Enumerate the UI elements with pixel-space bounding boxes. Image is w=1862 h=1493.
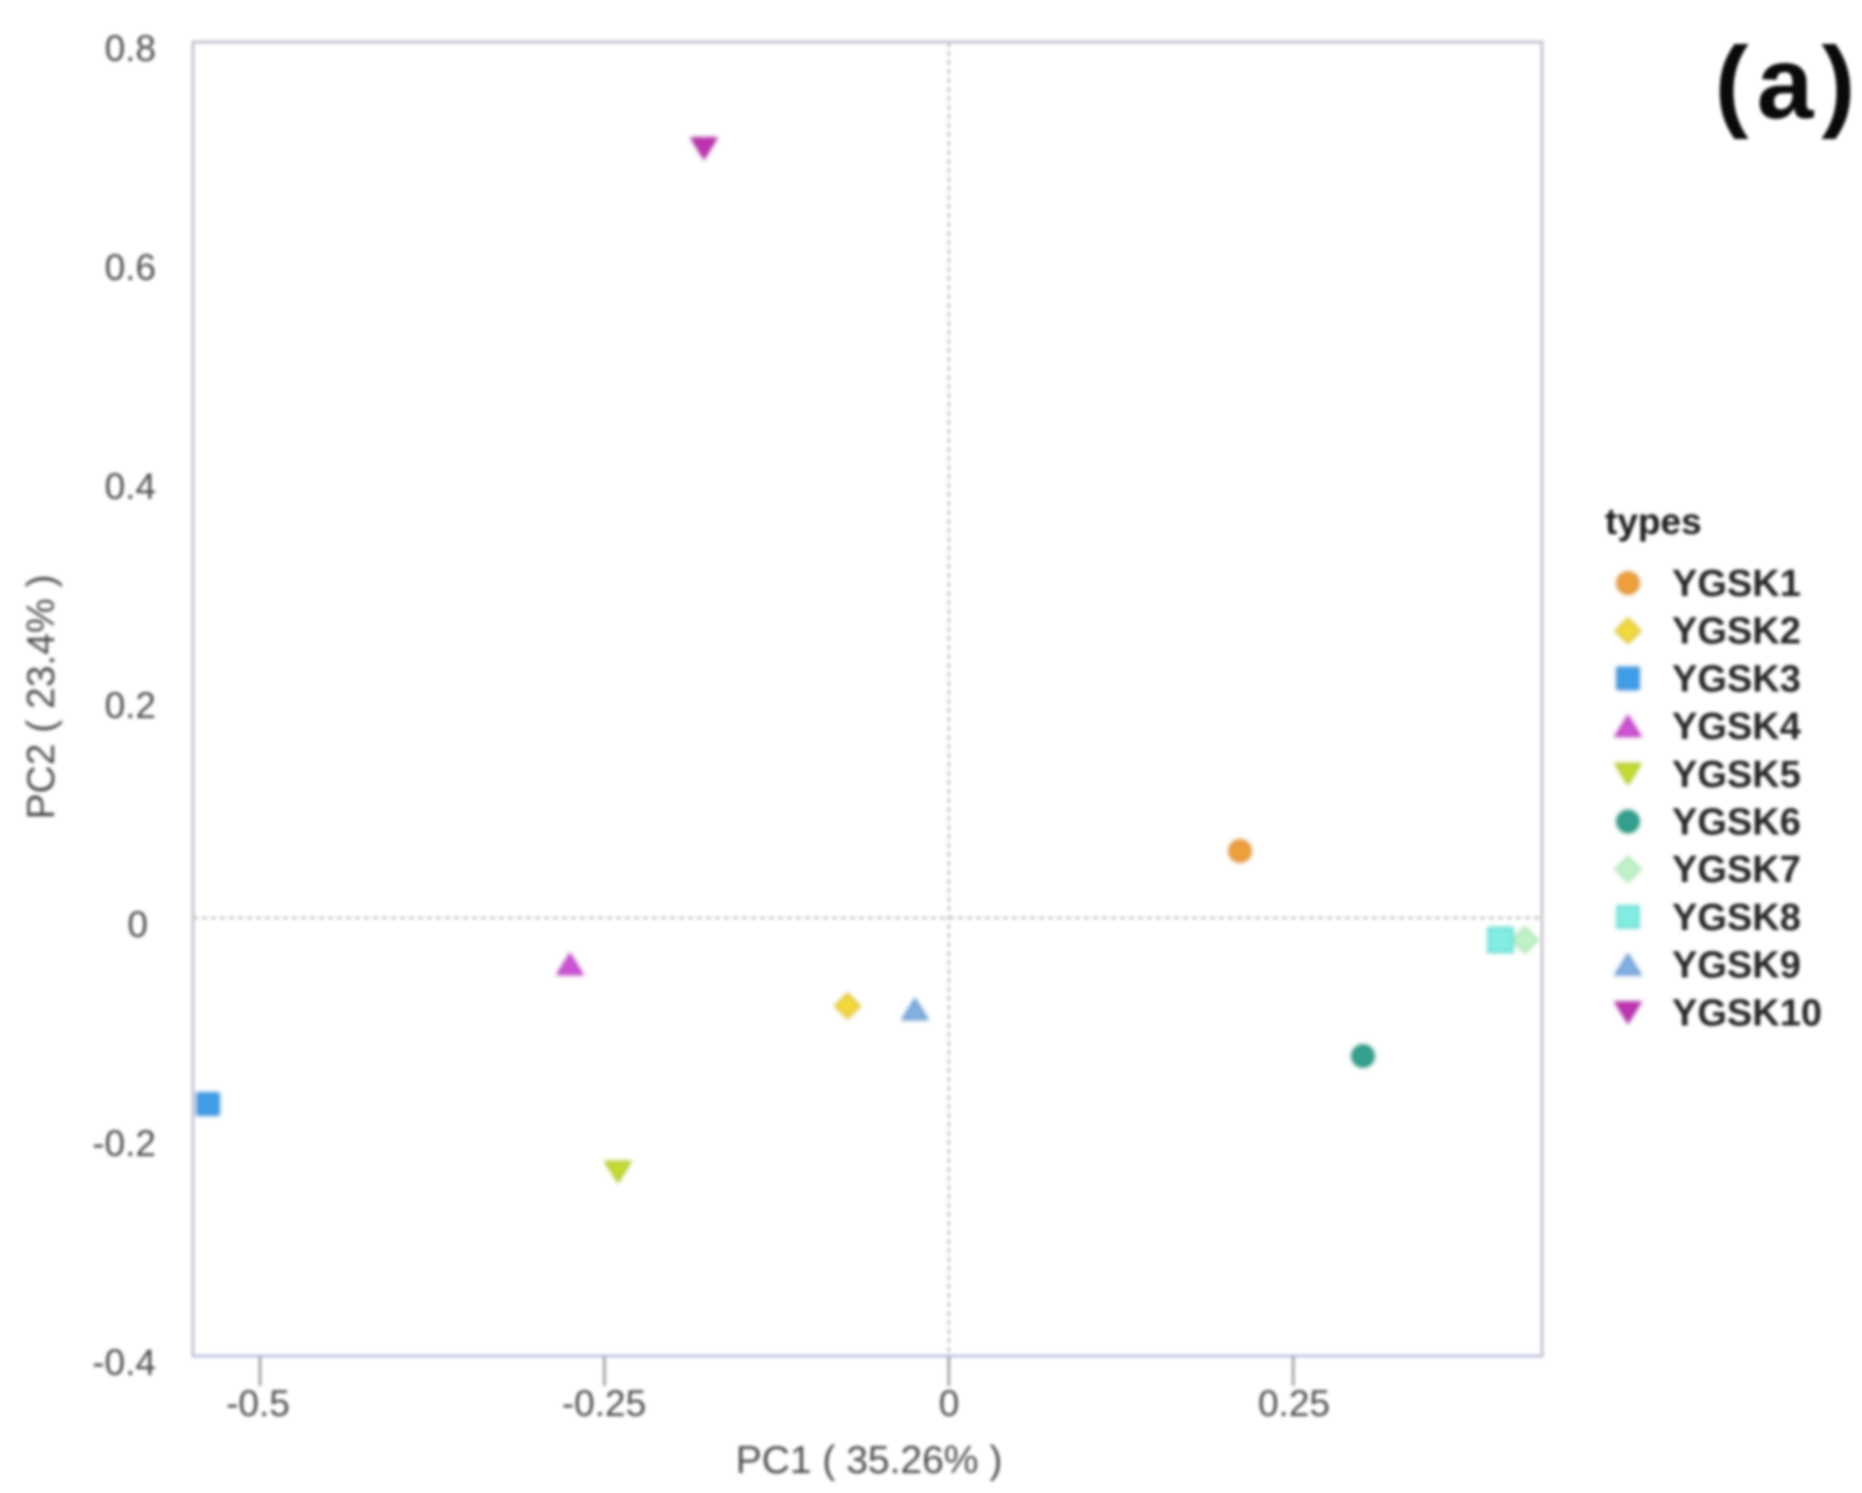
svg-text:types: types <box>1605 501 1702 542</box>
svg-text:YGSK2: YGSK2 <box>1672 611 1801 653</box>
svg-text:-0.25: -0.25 <box>562 1383 646 1424</box>
svg-text:YGSK8: YGSK8 <box>1672 897 1801 939</box>
svg-text:-0.4: -0.4 <box>92 1342 156 1383</box>
svg-text:-0.5: -0.5 <box>226 1383 290 1424</box>
svg-text:PC1 ( 35.26% ): PC1 ( 35.26% ) <box>736 1439 1003 1482</box>
svg-text:YGSK10: YGSK10 <box>1672 992 1822 1034</box>
svg-text:PC2 ( 23.4% ): PC2 ( 23.4% ) <box>20 575 63 820</box>
svg-text:0.8: 0.8 <box>105 28 156 69</box>
svg-text:-0.2: -0.2 <box>92 1123 156 1164</box>
svg-text:0: 0 <box>127 904 148 945</box>
svg-text:YGSK9: YGSK9 <box>1672 945 1801 987</box>
svg-text:YGSK6: YGSK6 <box>1672 802 1801 844</box>
svg-text:0: 0 <box>939 1383 960 1424</box>
svg-text:YGSK5: YGSK5 <box>1672 754 1801 796</box>
svg-text:(a): (a) <box>1715 26 1862 140</box>
svg-text:0.6: 0.6 <box>105 247 156 288</box>
svg-text:YGSK4: YGSK4 <box>1672 706 1801 748</box>
svg-text:0.25: 0.25 <box>1258 1383 1330 1424</box>
svg-text:0.4: 0.4 <box>105 466 156 507</box>
svg-text:0.2: 0.2 <box>105 685 156 726</box>
svg-text:YGSK7: YGSK7 <box>1672 849 1801 891</box>
svg-text:YGSK1: YGSK1 <box>1672 563 1801 605</box>
svg-text:YGSK3: YGSK3 <box>1672 658 1801 700</box>
